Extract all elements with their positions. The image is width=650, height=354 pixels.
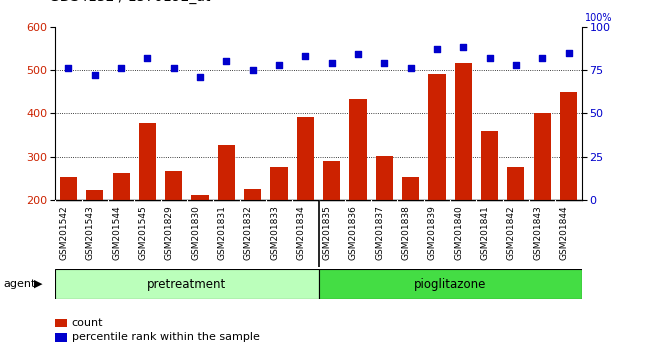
Point — [248, 67, 258, 73]
Bar — [192, 195, 209, 287]
Point — [511, 62, 521, 68]
Text: GSM201830: GSM201830 — [191, 205, 200, 260]
Text: GSM201831: GSM201831 — [217, 205, 226, 260]
Bar — [323, 161, 340, 287]
Bar — [86, 190, 103, 287]
Point — [564, 50, 574, 55]
Bar — [218, 144, 235, 287]
Point — [63, 65, 73, 71]
Bar — [270, 167, 287, 287]
Bar — [318, 269, 582, 299]
Point — [458, 45, 469, 50]
Text: agent: agent — [3, 279, 36, 289]
Point — [379, 60, 389, 66]
Point — [221, 58, 231, 64]
Bar — [428, 74, 445, 287]
Text: GSM201832: GSM201832 — [244, 205, 253, 260]
Bar — [139, 123, 156, 287]
Point — [195, 74, 205, 80]
Bar — [455, 63, 472, 287]
Bar — [165, 171, 182, 287]
Point — [432, 46, 442, 52]
Bar — [534, 113, 551, 287]
Point — [90, 72, 100, 78]
Point — [274, 62, 284, 68]
Point — [142, 55, 153, 61]
Point — [168, 65, 179, 71]
Bar — [402, 177, 419, 287]
Point — [537, 55, 547, 61]
Text: GSM201829: GSM201829 — [164, 205, 174, 260]
Point — [353, 51, 363, 57]
Text: GSM201836: GSM201836 — [349, 205, 358, 260]
Text: GSM201543: GSM201543 — [86, 205, 95, 260]
Bar — [560, 92, 577, 287]
Text: GSM201842: GSM201842 — [507, 205, 516, 260]
Text: percentile rank within the sample: percentile rank within the sample — [72, 332, 259, 342]
Text: GSM201542: GSM201542 — [59, 205, 68, 260]
Bar — [297, 117, 314, 287]
Text: pretreatment: pretreatment — [148, 278, 226, 291]
Bar — [244, 189, 261, 287]
Text: GSM201834: GSM201834 — [296, 205, 306, 260]
Point — [406, 65, 416, 71]
Point — [116, 65, 126, 71]
Point — [300, 53, 311, 59]
Bar — [508, 167, 525, 287]
Text: pioglitazone: pioglitazone — [414, 278, 486, 291]
Bar — [376, 156, 393, 287]
Text: ▶: ▶ — [34, 279, 42, 289]
Point — [484, 55, 495, 61]
Text: GDS4132 / 1570192_at: GDS4132 / 1570192_at — [49, 0, 210, 4]
Bar — [350, 99, 367, 287]
Text: count: count — [72, 318, 103, 328]
Bar — [481, 131, 498, 287]
Text: GSM201545: GSM201545 — [138, 205, 148, 260]
Text: GSM201544: GSM201544 — [112, 205, 121, 260]
Text: GSM201844: GSM201844 — [560, 205, 569, 260]
Point — [326, 60, 337, 66]
Bar — [112, 173, 129, 287]
Bar — [60, 177, 77, 287]
Text: GSM201843: GSM201843 — [533, 205, 542, 260]
Text: GSM201837: GSM201837 — [375, 205, 384, 260]
Text: GSM201840: GSM201840 — [454, 205, 463, 260]
Text: 100%: 100% — [585, 13, 612, 23]
Text: GSM201835: GSM201835 — [322, 205, 332, 260]
Text: GSM201833: GSM201833 — [270, 205, 279, 260]
Text: GSM201838: GSM201838 — [402, 205, 411, 260]
Bar — [55, 269, 318, 299]
Text: GSM201841: GSM201841 — [480, 205, 489, 260]
Text: GSM201839: GSM201839 — [428, 205, 437, 260]
